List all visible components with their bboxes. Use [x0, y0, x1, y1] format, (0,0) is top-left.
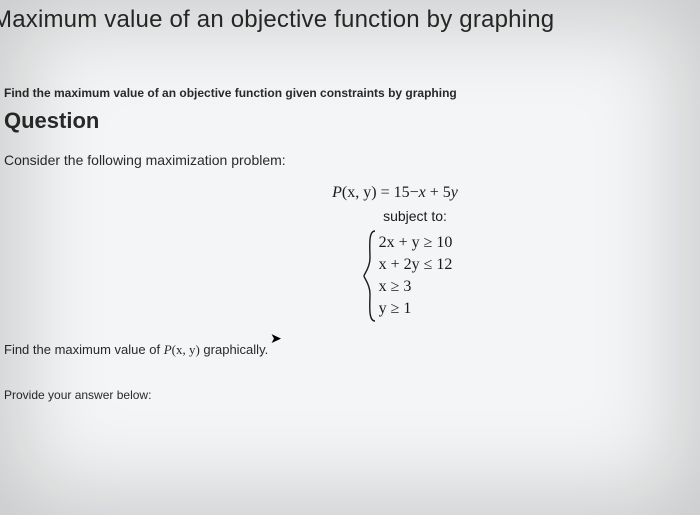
- question-heading: Question: [0, 102, 700, 148]
- find-max-args: (x, y): [172, 342, 200, 357]
- page-title: Maximum value of an objective function b…: [0, 0, 700, 38]
- fn-plus: + 5: [426, 184, 451, 201]
- find-max-prefix: Find the maximum value of: [4, 342, 164, 357]
- provide-answer-label: Provide your answer below:: [0, 366, 700, 406]
- constraint-1-text: 2x + y ≥ 10: [379, 234, 453, 251]
- lesson-subtitle: Find the maximum value of an objective f…: [0, 38, 700, 102]
- fn-eq: = 15−: [377, 184, 419, 201]
- constraint-1: 2x + y ≥ 10: [379, 232, 453, 254]
- constraint-4: y ≥ 1: [379, 298, 453, 320]
- find-max-P: P: [164, 342, 172, 357]
- constraint-2-text: x + 2y ≤ 12: [379, 256, 453, 273]
- fn-P: P: [332, 184, 342, 201]
- objective-function: P(x, y) = 15−x + 5y: [0, 184, 700, 202]
- constraint-2: x + 2y ≤ 12: [379, 254, 453, 276]
- fn-x: x: [419, 184, 426, 201]
- find-max-instruction: Find the maximum value of P(x, y) graphi…: [0, 324, 700, 366]
- constraints-block: 2x + y ≥ 10 x + 2y ≤ 12 x ≥ 3 y ≥ 1: [363, 232, 453, 320]
- fn-args: (x, y): [342, 184, 377, 201]
- question-page: Maximum value of an objective function b…: [0, 0, 700, 515]
- subject-to-label: subject to:: [0, 208, 700, 224]
- constraint-4-text: y ≥ 1: [379, 300, 412, 317]
- math-block: P(x, y) = 15−x + 5y subject to: 2x + y ≥…: [0, 176, 700, 324]
- left-brace-icon: [363, 230, 377, 322]
- fn-y: y: [451, 184, 458, 201]
- problem-intro: Consider the following maximization prob…: [0, 148, 700, 176]
- find-max-suffix: graphically.: [200, 342, 268, 357]
- constraint-3: x ≥ 3: [379, 276, 453, 298]
- constraint-3-text: x ≥ 3: [379, 278, 412, 295]
